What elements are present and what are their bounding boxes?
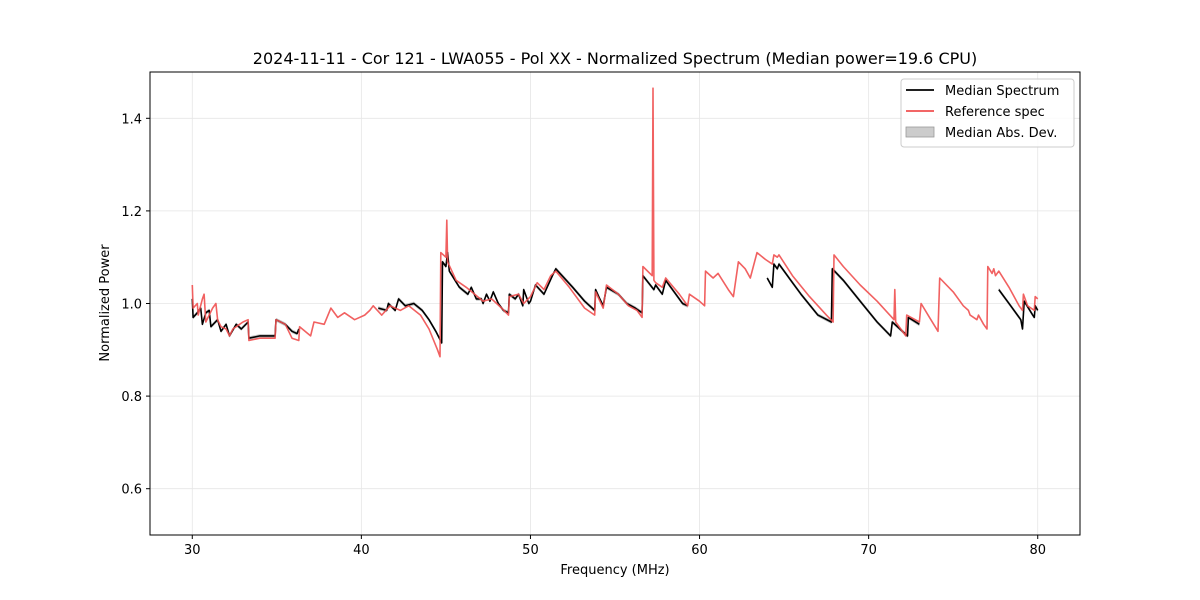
y-tick-label: 1.4 xyxy=(121,112,142,127)
reference-spec-line xyxy=(191,87,1039,358)
legend-median-label: Median Spectrum xyxy=(945,84,1059,99)
x-tick-label: 50 xyxy=(522,543,539,558)
reference-spec-series xyxy=(191,87,1039,358)
x-axis-label: Frequency (MHz) xyxy=(560,563,669,578)
y-axis-label: Normalized Power xyxy=(98,244,113,362)
x-tick-label: 40 xyxy=(353,543,370,558)
legend-box xyxy=(900,78,1075,148)
legend-mad-swatch xyxy=(905,126,935,138)
legend-reference-label: Reference spec xyxy=(945,105,1045,120)
y-tick-label: 0.8 xyxy=(121,390,142,405)
x-tick-label: 80 xyxy=(1029,543,1046,558)
y-tick-label: 1.2 xyxy=(121,205,142,220)
x-tick-label: 60 xyxy=(691,543,708,558)
x-tick-label: 30 xyxy=(184,543,201,558)
chart-title: 2024-11-11 - Cor 121 - LWA055 - Pol XX -… xyxy=(253,49,977,68)
legend: Median Spectrum Reference spec Median Ab… xyxy=(900,78,1075,148)
legend-mad-label: Median Abs. Dev. xyxy=(945,126,1057,141)
x-axis-ticks: 30 40 50 60 70 80 xyxy=(184,535,1046,558)
y-axis-ticks: 0.6 0.8 1.0 1.2 1.4 xyxy=(121,112,150,498)
y-tick-label: 1.0 xyxy=(121,298,142,313)
x-tick-label: 70 xyxy=(860,543,877,558)
y-tick-label: 0.6 xyxy=(121,483,142,498)
median-spectrum-line xyxy=(766,263,920,337)
